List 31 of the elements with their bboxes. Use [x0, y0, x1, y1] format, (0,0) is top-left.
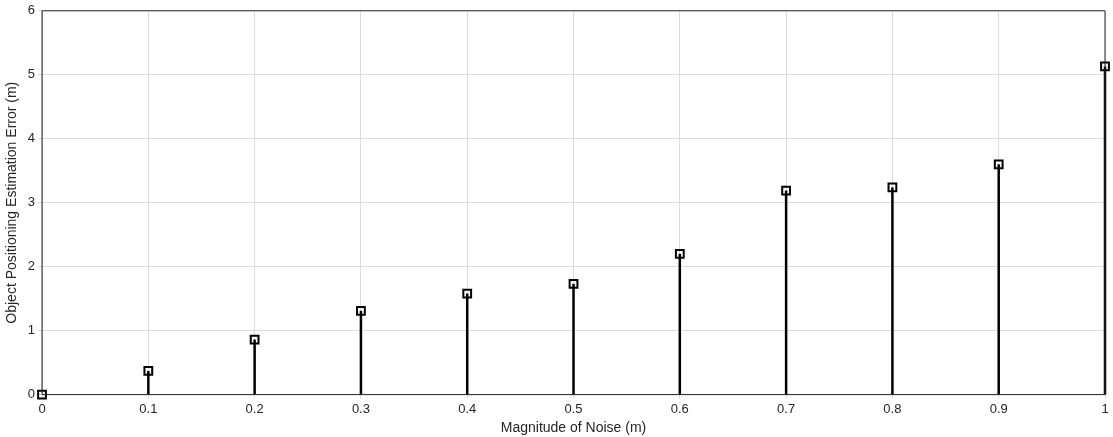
y-tick-label: 5	[27, 66, 36, 82]
point	[568, 279, 579, 289]
x-tick-label: 0.3	[351, 400, 370, 416]
y-tick-label: 2	[27, 258, 36, 274]
x-tick-label: 0	[38, 400, 46, 416]
x-tick-label: 0.1	[139, 400, 158, 416]
point	[249, 334, 260, 345]
x-tick-label: 0.2	[245, 400, 264, 416]
y-tick-label: 3	[27, 194, 36, 210]
x-tick-label: 0.5	[564, 400, 583, 416]
x-tick-label: 0.8	[883, 400, 902, 416]
point	[356, 305, 366, 316]
point	[887, 182, 898, 193]
y-tick-label: 6	[27, 2, 36, 18]
x-tick-label: 1	[1101, 400, 1109, 416]
x-tick-label: 0.4	[458, 400, 477, 416]
y-tick-label: 4	[27, 130, 36, 146]
x-tick-label: 0.7	[777, 400, 796, 416]
y-tick-label: 0	[27, 386, 36, 402]
x-axis-title: Magnitude of Noise (m)	[500, 419, 647, 436]
x-tick-label: 0.9	[989, 400, 1008, 416]
point	[1100, 61, 1110, 72]
point	[674, 248, 685, 259]
x-tick-label: 0.6	[670, 400, 689, 416]
point	[781, 185, 791, 196]
point	[37, 389, 47, 400]
point	[462, 288, 473, 299]
point	[993, 159, 1004, 170]
point	[143, 366, 154, 376]
y-tick-label: 1	[27, 322, 36, 338]
y-axis-title: Object Positioning Estimation Error (m)	[3, 81, 20, 324]
